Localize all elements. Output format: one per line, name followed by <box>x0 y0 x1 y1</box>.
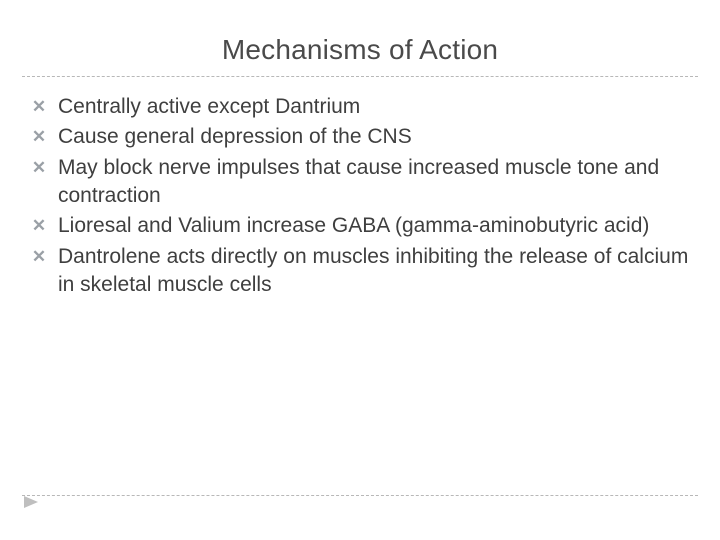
slide: Mechanisms of Action ✕ Centrally active … <box>0 0 720 540</box>
bullet-text: Dantrolene acts directly on muscles inhi… <box>58 245 688 296</box>
bullet-item: ✕ Lioresal and Valium increase GABA (gam… <box>30 212 690 240</box>
bullet-text: Lioresal and Valium increase GABA (gamma… <box>58 214 649 237</box>
footer-triangle-icon <box>24 496 38 508</box>
bullet-marker-icon: ✕ <box>30 157 48 180</box>
bullet-item: ✕ Dantrolene acts directly on muscles in… <box>30 243 690 300</box>
footer-divider-wrap <box>22 495 698 496</box>
bullet-marker-icon: ✕ <box>30 126 48 149</box>
bullet-item: ✕ Centrally active except Dantrium <box>30 93 690 121</box>
bullet-marker-icon: ✕ <box>30 246 48 269</box>
bullet-item: ✕ May block nerve impulses that cause in… <box>30 154 690 211</box>
bullet-marker-icon: ✕ <box>30 96 48 119</box>
slide-title: Mechanisms of Action <box>0 0 720 76</box>
footer-divider <box>22 495 698 496</box>
slide-body: ✕ Centrally active except Dantrium ✕ Cau… <box>0 77 720 299</box>
bullet-list: ✕ Centrally active except Dantrium ✕ Cau… <box>30 93 690 299</box>
bullet-text: Centrally active except Dantrium <box>58 95 360 118</box>
bullet-text: May block nerve impulses that cause incr… <box>58 156 659 207</box>
bullet-marker-icon: ✕ <box>30 215 48 238</box>
bullet-text: Cause general depression of the CNS <box>58 125 412 148</box>
bullet-item: ✕ Cause general depression of the CNS <box>30 123 690 151</box>
